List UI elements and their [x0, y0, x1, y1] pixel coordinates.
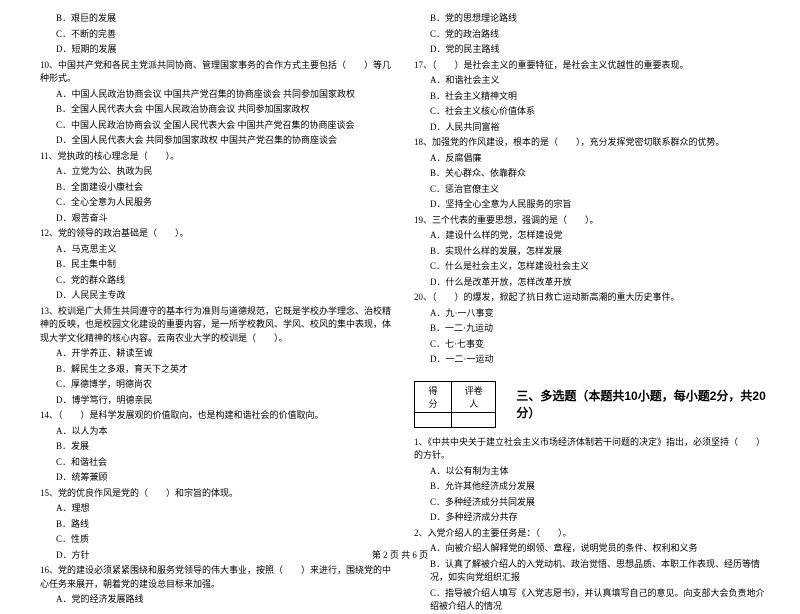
option: A．反腐倡廉 [414, 152, 772, 166]
option: D．多种经济成分共存 [414, 511, 772, 525]
option: D．艰苦奋斗 [40, 212, 398, 226]
option: A．九·一八事变 [414, 307, 772, 321]
right-column: B．党的思想理论路线 C．党的政治路线 D．党的民主路线 17、（ ）是社会主义… [406, 12, 780, 557]
option: C．全心全意为人民服务 [40, 196, 398, 210]
option: C．惩治官僚主义 [414, 183, 772, 197]
option: B．党的思想理论路线 [414, 12, 772, 26]
option: C．厚德博学，明德尚农 [40, 378, 398, 392]
option: B．允许其他经济成分发展 [414, 480, 772, 494]
option: D．博学笃行，明德亲民 [40, 394, 398, 408]
score-cell [415, 412, 452, 427]
option: B．社会主义精神文明 [414, 90, 772, 104]
question-20: 20、（ ）的爆发，掀起了抗日救亡运动新高潮的重大历史事件。 [414, 291, 772, 305]
question-15: 15、党的优良作风是党的（ ）和宗旨的体现。 [40, 487, 398, 501]
option: C．不断的完善 [40, 28, 398, 42]
question-19: 19、三个代表的重要思想，强调的是（ ）。 [414, 214, 772, 228]
option: C．社会主义核心价值体系 [414, 105, 772, 119]
option: C．和谐社会 [40, 456, 398, 470]
section-header: 得分 评卷人 三、多选题（本题共10小题，每小题2分，共20分） [414, 381, 772, 428]
multi-q1: 1、《中共中央关于建立社会主义市场经济体制若干问题的决定》指出，必须坚持（ ）的… [414, 436, 772, 463]
section-title: 三、多选题（本题共10小题，每小题2分，共20分） [496, 381, 772, 428]
option: B．民主集中制 [40, 258, 398, 272]
option: B．艰巨的发展 [40, 12, 398, 26]
option: D．什么是改革开放，怎样改革开放 [414, 276, 772, 290]
option: C．多种经济成分共同发展 [414, 496, 772, 510]
option: A．理想 [40, 502, 398, 516]
option: D．人民共同富裕 [414, 121, 772, 135]
option: A．党的经济发展路线 [40, 593, 398, 607]
question-16: 16、党的建设必须紧紧围绕和服务党领导的伟大事业，按照（ ）来进行，围绕党的中心… [40, 564, 398, 591]
option: B．关心群众、依靠群众 [414, 167, 772, 181]
option: A．建设什么样的党，怎样建设党 [414, 229, 772, 243]
page-footer: 第 2 页 共 6 页 [0, 548, 800, 561]
score-header: 得分 [415, 381, 452, 412]
option: B．全国人民代表大会 中国人民政治协商会议 共同参加国家政权 [40, 103, 398, 117]
question-13: 13、校训是广大师生共同遵守的基本行为准则与道德规范，它既是学校办学理念、治校精… [40, 305, 398, 346]
option: D．全国人民代表大会 共同参加国家政权 中国共产党召集的协商座谈会 [40, 134, 398, 148]
option: B．解民生之多艰，育天下之英才 [40, 363, 398, 377]
option: B．路线 [40, 518, 398, 532]
option: A．立党为公、执政为民 [40, 165, 398, 179]
option: D．短期的发展 [40, 43, 398, 57]
option: A．和谐社会主义 [414, 74, 772, 88]
option: B．发展 [40, 440, 398, 454]
option: D．统筹兼顾 [40, 471, 398, 485]
left-column: B．艰巨的发展 C．不断的完善 D．短期的发展 10、中国共产党和各民主党派共同… [40, 12, 406, 557]
option: B．实现什么样的发展，怎样发展 [414, 245, 772, 259]
option: C．中国人民政治协商会议 全国人民代表大会 中国共产党召集的协商座谈会 [40, 119, 398, 133]
option: A．中国人民政治协商会议 中国共产党召集的协商座谈会 共同参加国家政权 [40, 88, 398, 102]
option: D．党的民主路线 [414, 43, 772, 57]
option: C．党的群众路线 [40, 274, 398, 288]
option: C．什么是社会主义，怎样建设社会主义 [414, 260, 772, 274]
score-table: 得分 评卷人 [414, 381, 496, 428]
option: D．坚持全心全意为人民服务的宗旨 [414, 198, 772, 212]
option: C．党的政治路线 [414, 28, 772, 42]
option: C．七·七事变 [414, 338, 772, 352]
question-14: 14、（ ）是科学发展观的价值取向，也是构建和谐社会的价值取向。 [40, 409, 398, 423]
option: A．以人为本 [40, 425, 398, 439]
option: D．人民民主专政 [40, 289, 398, 303]
grader-header: 评卷人 [452, 381, 496, 412]
question-12: 12、党的领导的政治基础是（ ）。 [40, 227, 398, 241]
option: B．全面建设小康社会 [40, 181, 398, 195]
option: C．指导被介绍人填写《入党志愿书》，并认真填写自己的意见。向支部大会负责地介绍被… [414, 587, 772, 614]
option: A．马克思主义 [40, 243, 398, 257]
option: C．性质 [40, 533, 398, 547]
option: B．认真了解被介绍人的入党动机、政治觉悟、思想品质、本职工作表现、经历等情况，如… [414, 558, 772, 585]
option: B．一二·九运动 [414, 322, 772, 336]
question-18: 18、加强党的作风建设，根本的是（ ），充分发挥党密切联系群众的优势。 [414, 136, 772, 150]
multi-q2: 2、入党介绍人的主要任务是：（ ）。 [414, 527, 772, 541]
grader-cell [452, 412, 496, 427]
question-10: 10、中国共产党和各民主党派共同协商、管理国家事务的合作方式主要包括（ ）等几种… [40, 59, 398, 86]
option: D．一二·一运动 [414, 353, 772, 367]
option: A．开学养正、耕读至诚 [40, 347, 398, 361]
question-11: 11、党执政的核心理念是（ ）。 [40, 150, 398, 164]
option: A．以公有制为主体 [414, 465, 772, 479]
question-17: 17、（ ）是社会主义的重要特征，是社会主义优越性的重要表现。 [414, 59, 772, 73]
